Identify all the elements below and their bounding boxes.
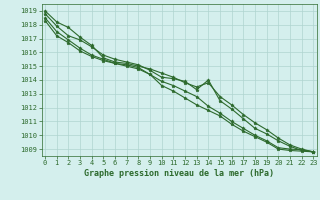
X-axis label: Graphe pression niveau de la mer (hPa): Graphe pression niveau de la mer (hPa) [84,169,274,178]
